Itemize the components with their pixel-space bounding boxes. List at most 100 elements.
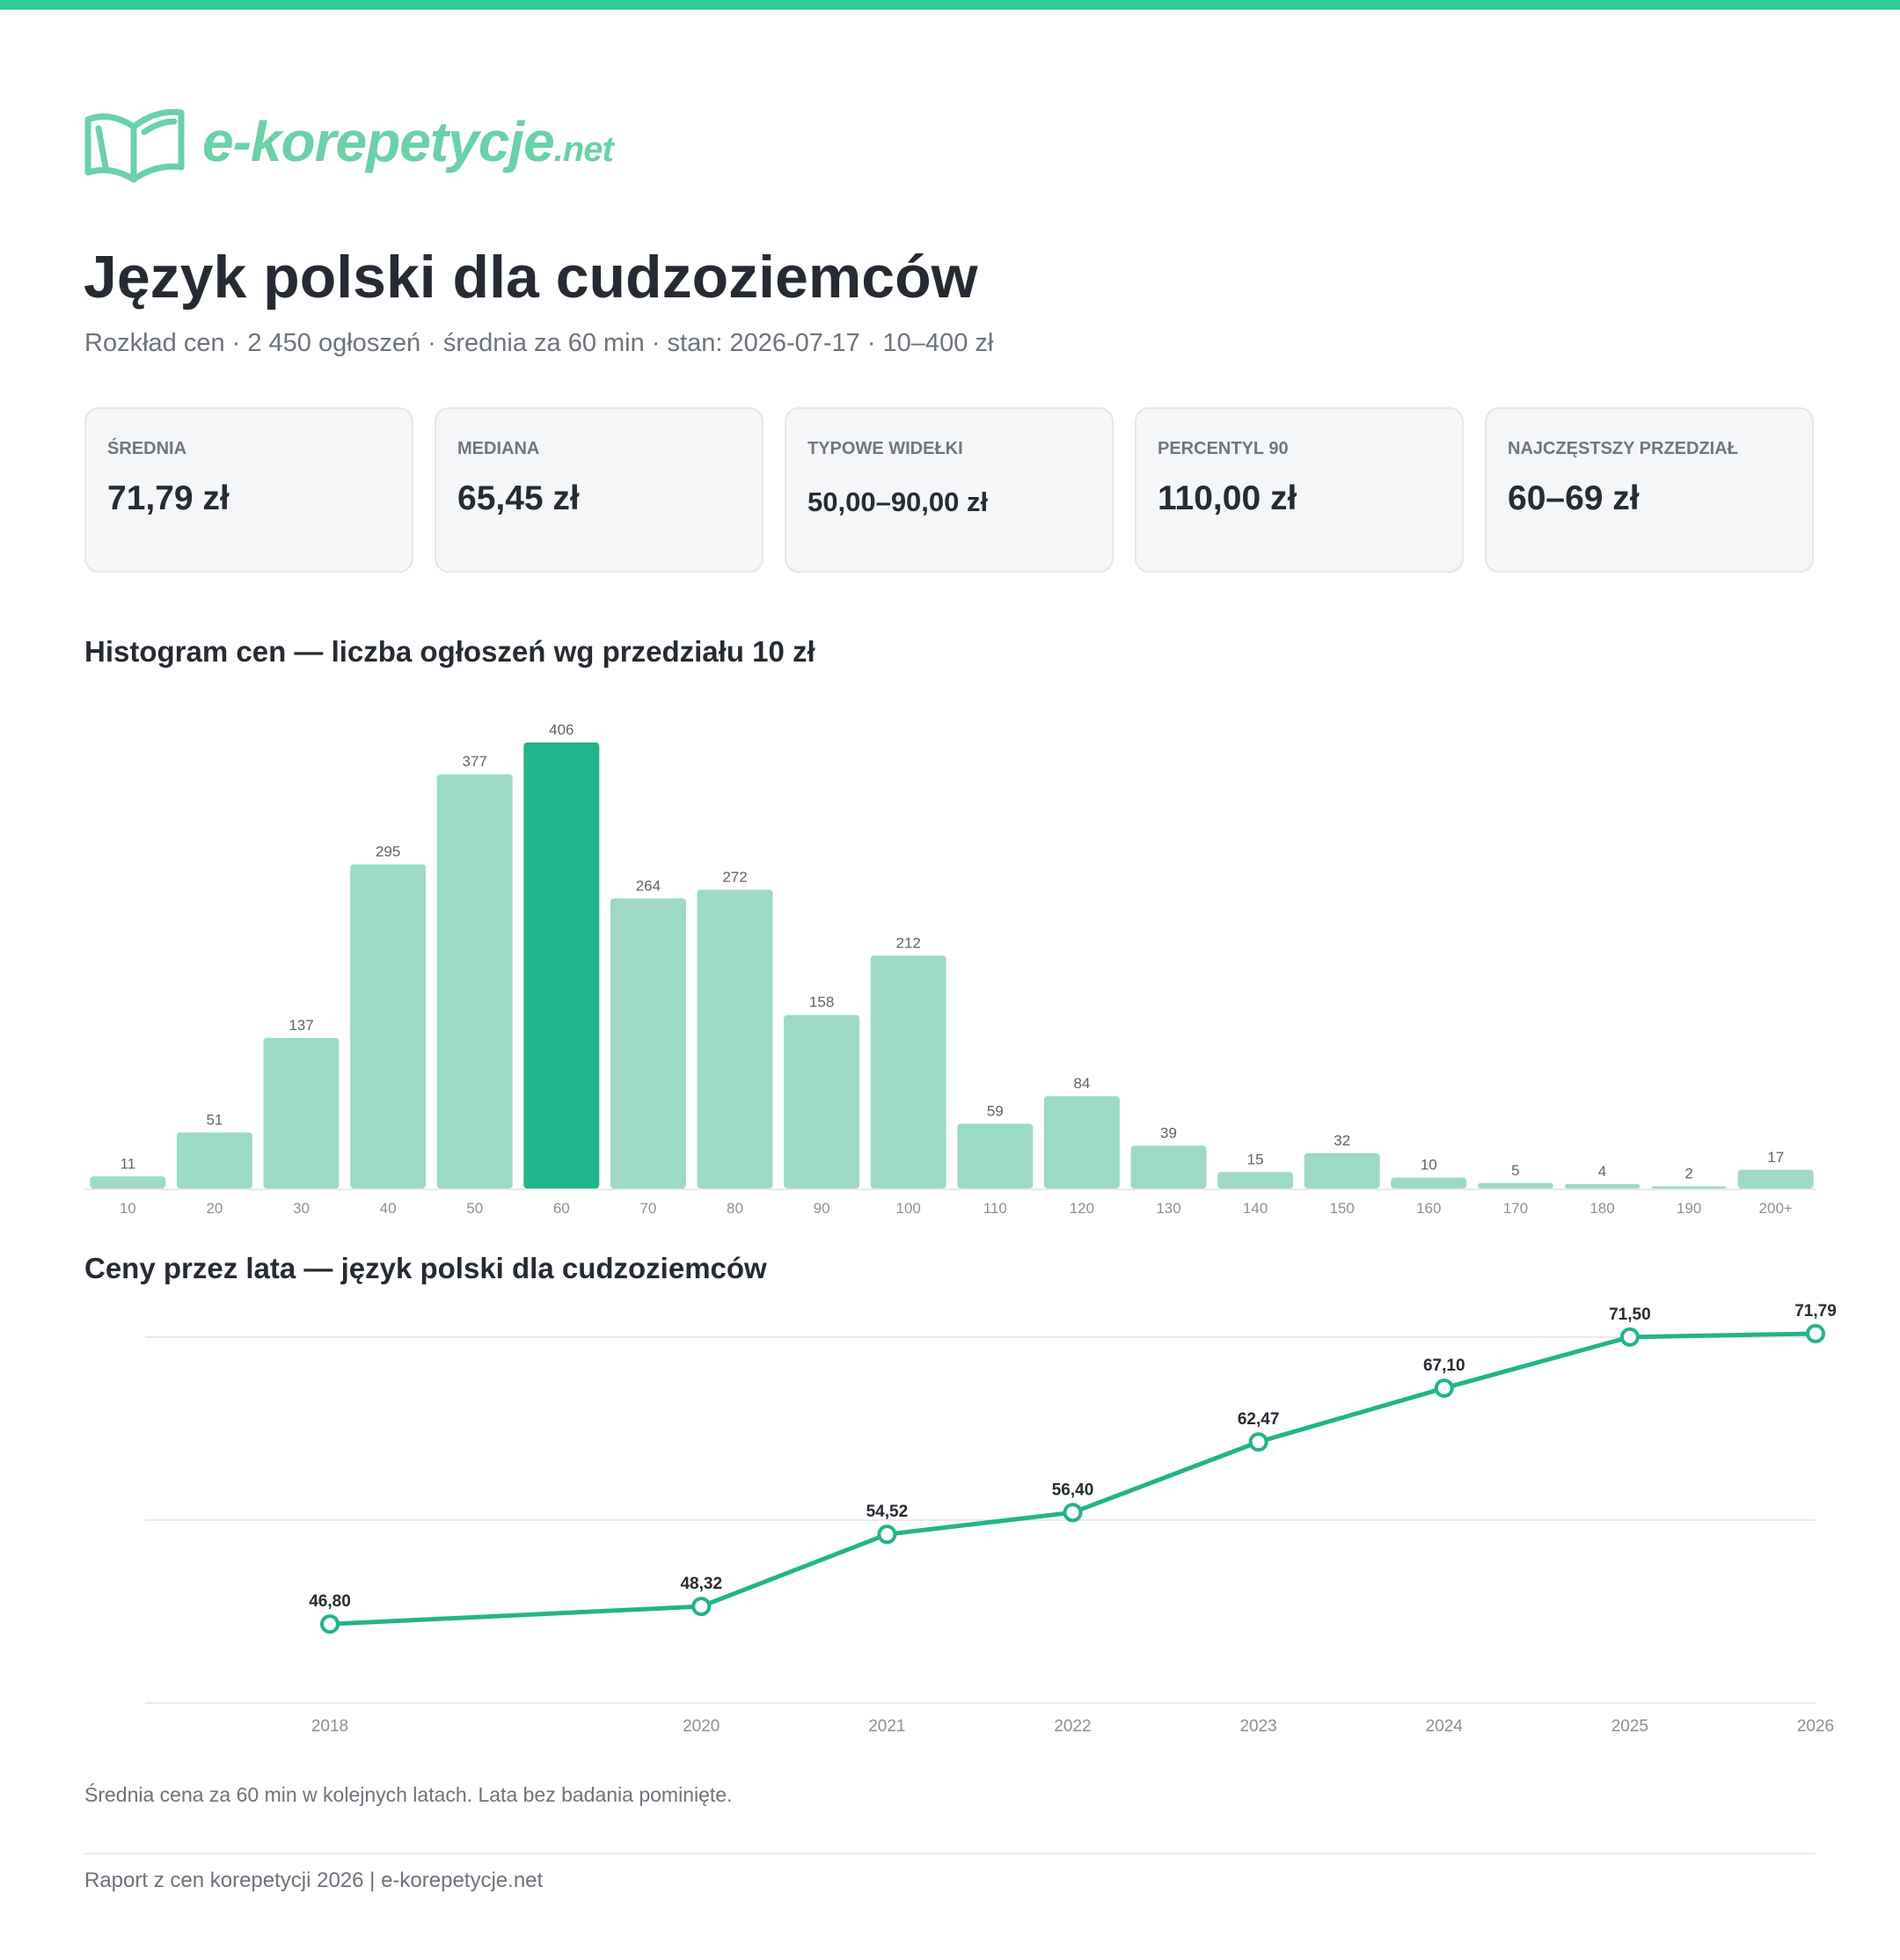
- brand-tld: .net: [553, 130, 614, 169]
- stat-card-most-common-bucket: NAJCZĘSTSZY PRZEDZIAŁ 60–69 zł: [1485, 407, 1814, 573]
- brand-name: e-korepetycje: [202, 110, 555, 173]
- histogram-tick-label: 90: [814, 1200, 830, 1217]
- histogram-tick-label: 190: [1677, 1200, 1701, 1217]
- trend-point-label: 54,52: [866, 1503, 909, 1521]
- histogram-bar: [1651, 1186, 1728, 1188]
- stat-label: NAJCZĘSTSZY PRZEDZIAŁ: [1508, 439, 1738, 458]
- histogram-bar-value: 4: [1598, 1163, 1606, 1180]
- histogram-tick-label: 60: [553, 1200, 570, 1217]
- histogram-tick-label: 110: [983, 1200, 1007, 1217]
- histogram-bar: [350, 864, 427, 1188]
- trend-point: [877, 1525, 897, 1545]
- histogram-bar-value: 406: [549, 721, 574, 738]
- top-accent-bar: [0, 0, 1900, 10]
- histogram-bar-value: 212: [896, 934, 921, 951]
- trend-title: Ceny przez lata — język polski dla cudzo…: [84, 1252, 767, 1284]
- histogram-bar: [90, 1176, 166, 1188]
- stat-card-median: MEDIANA 65,45 zł: [435, 407, 764, 573]
- histogram-tick-label: 160: [1416, 1200, 1441, 1217]
- histogram-bar: [1043, 1096, 1120, 1188]
- trend-note: Średnia cena za 60 min w kolejnych latac…: [84, 1783, 733, 1806]
- histogram-tick-label: 120: [1070, 1200, 1094, 1217]
- histogram-bar: [610, 898, 686, 1188]
- trend-point-label: 56,40: [1052, 1481, 1094, 1499]
- trend-point-label: 71,79: [1794, 1302, 1837, 1320]
- trend-year-label: 2025: [1611, 1717, 1648, 1736]
- stat-label: PERCENTYL 90: [1158, 439, 1289, 458]
- trend-year-label: 2026: [1797, 1717, 1834, 1736]
- histogram-bar-value: 15: [1247, 1151, 1264, 1167]
- trend-point: [1434, 1378, 1454, 1398]
- histogram-bar: [1391, 1177, 1467, 1188]
- trend-point-label: 71,50: [1609, 1305, 1651, 1324]
- trend-year-label: 2022: [1054, 1717, 1091, 1736]
- page-subtitle: Rozkład cen · 2 450 ogłoszeń · średnia z…: [84, 329, 994, 357]
- histogram-bar: [263, 1037, 340, 1188]
- histogram-bar: [1217, 1172, 1294, 1188]
- histogram-tick-label: 170: [1503, 1200, 1528, 1217]
- histogram-bar-value: 137: [289, 1017, 313, 1034]
- histogram-bar: [176, 1132, 252, 1188]
- histogram-bar: [1477, 1182, 1553, 1188]
- histogram-bar-value: 272: [722, 868, 747, 885]
- histogram-bar-value: 5: [1511, 1162, 1519, 1179]
- histogram-bar-value: 377: [463, 753, 487, 770]
- footer-text: Raport z cen korepetycji 2026 | e-korepe…: [84, 1869, 544, 1892]
- trend-point-label: 62,47: [1238, 1410, 1280, 1429]
- histogram-bar: [436, 774, 513, 1188]
- trend-point-label: 46,80: [309, 1592, 351, 1611]
- trend-point: [1619, 1327, 1640, 1347]
- histogram-bar-value: 2: [1684, 1166, 1692, 1182]
- stat-label: TYPOWE WIDEŁKI: [808, 439, 963, 458]
- histogram-bar-value: 10: [1421, 1157, 1437, 1174]
- histogram-bar: [523, 742, 600, 1188]
- histogram-tick-label: 80: [727, 1200, 743, 1217]
- histogram-bar: [870, 955, 946, 1188]
- histogram-tick-label: 130: [1156, 1200, 1180, 1217]
- histogram-bar: [1130, 1145, 1207, 1188]
- histogram-bar: [1304, 1153, 1380, 1188]
- histogram-bar-value: 84: [1073, 1075, 1090, 1092]
- trend-year-label: 2021: [868, 1717, 905, 1736]
- histogram-bar: [697, 889, 773, 1188]
- histogram-title: Histogram cen — liczba ogłoszeń wg przed…: [84, 635, 815, 668]
- histogram-bar-value: 295: [376, 844, 400, 860]
- stat-label: MEDIANA: [457, 439, 540, 458]
- histogram-bar-value: 59: [987, 1102, 1004, 1119]
- histogram-tick-label: 200+: [1759, 1200, 1793, 1217]
- trend-point: [1248, 1432, 1268, 1452]
- histogram-bar: [1564, 1184, 1641, 1188]
- trend-year-label: 2020: [683, 1717, 720, 1736]
- histogram-bar-value: 39: [1160, 1124, 1177, 1141]
- histogram-bar-value: 158: [809, 994, 834, 1011]
- page-title: Język polski dla cudzoziemców: [84, 244, 978, 311]
- histogram-bar: [957, 1123, 1034, 1188]
- histogram-bar-value: 264: [636, 877, 661, 894]
- histogram-tick-label: 180: [1589, 1200, 1614, 1217]
- stat-card-percentile-90: PERCENTYL 90 110,00 zł: [1135, 407, 1464, 573]
- histogram-bar-value: 51: [206, 1111, 223, 1128]
- histogram-tick-label: 70: [639, 1200, 656, 1217]
- trend-year-label: 2024: [1426, 1717, 1464, 1736]
- open-book-icon: [84, 108, 185, 183]
- trend-point-label: 67,10: [1423, 1357, 1465, 1375]
- histogram-tick-label: 100: [896, 1200, 921, 1217]
- histogram-bar: [784, 1014, 860, 1188]
- trend-line: [329, 1331, 1816, 1627]
- stat-value: 110,00 zł: [1158, 479, 1297, 517]
- trend-year-label: 2018: [311, 1717, 348, 1736]
- histogram-tick-label: 150: [1330, 1200, 1355, 1217]
- histogram-tick-label: 30: [293, 1200, 310, 1217]
- histogram-tick-label: 40: [380, 1200, 397, 1217]
- trend-point: [320, 1614, 340, 1635]
- histogram-tick-label: 50: [466, 1200, 483, 1217]
- stat-value: 65,45 zł: [457, 479, 580, 517]
- histogram-bar-value: 11: [120, 1155, 135, 1172]
- brand-logo[interactable]: e-korepetycje.net: [83, 99, 698, 186]
- trend-year-label: 2023: [1239, 1717, 1276, 1736]
- histogram-chart: 11 10 5 120 137 30 295 40 377 50 406 60 264 70 272 80 15…: [84, 721, 1816, 1217]
- stat-value: 60–69 zł: [1508, 479, 1640, 517]
- histogram-tick-label: 140: [1243, 1200, 1268, 1217]
- trend-point: [1063, 1503, 1083, 1523]
- histogram-tick-label: 10: [120, 1200, 136, 1217]
